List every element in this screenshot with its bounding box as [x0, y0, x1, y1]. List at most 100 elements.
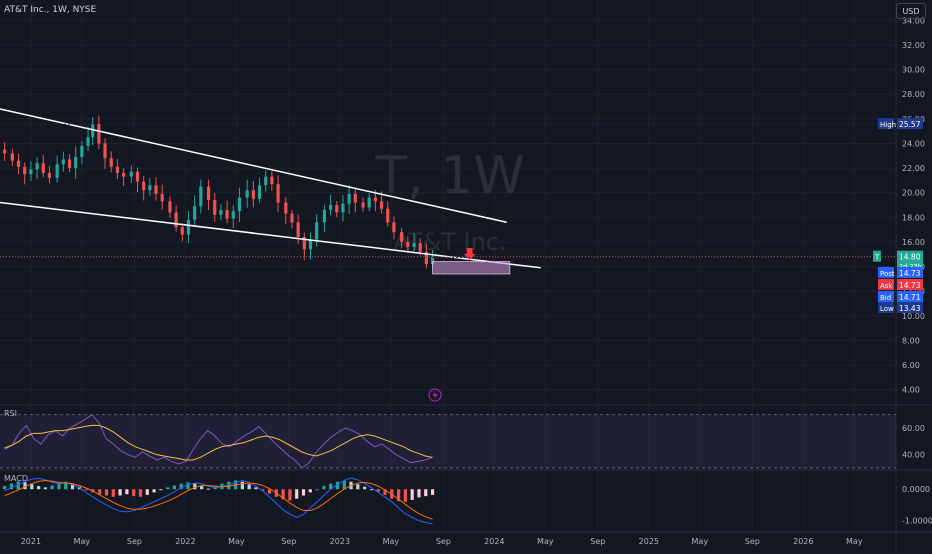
badge-value-bg — [897, 267, 923, 278]
candle-body — [29, 169, 33, 175]
macd-label: MACD — [4, 474, 28, 483]
candle-body — [353, 193, 357, 203]
macd-histogram-bar — [430, 489, 435, 495]
macd-histogram-bar — [383, 489, 387, 495]
price-tick-label: 16.00 — [902, 238, 925, 247]
symbol-title[interactable]: AT&T Inc., 1W, NYSE — [4, 5, 97, 15]
candle-body — [10, 153, 14, 161]
price-tick-label: 8.00 — [902, 336, 920, 345]
macd-histogram-bar — [152, 489, 156, 493]
badge-label-bg — [878, 267, 894, 278]
badge-label-bg — [878, 302, 894, 313]
price-tick-label: 32.00 — [902, 41, 925, 50]
candle-body — [135, 171, 140, 182]
candle-body — [424, 251, 428, 265]
macd-histogram-bar — [281, 489, 285, 500]
candle-body — [373, 197, 377, 202]
time-tick-label: 2021 — [21, 537, 41, 546]
candle-body — [168, 201, 172, 213]
macd-histogram-bar — [308, 489, 312, 493]
price-tick-label: 30.00 — [902, 66, 925, 75]
candle-body — [142, 181, 146, 191]
time-tick-label: Sep — [436, 537, 451, 546]
badge-value: 25.57 — [899, 120, 921, 129]
price-tick-label: 6.00 — [902, 361, 920, 370]
candle-body — [270, 176, 274, 185]
macd-histogram-bar — [363, 486, 367, 490]
candle-body — [199, 186, 203, 207]
badge-label-bg — [878, 291, 894, 302]
time-tick-label: Sep — [127, 537, 142, 546]
macd-histogram-bar — [111, 489, 115, 497]
macd-histogram-bar — [132, 489, 136, 497]
time-tick-label: May — [692, 537, 709, 546]
candle-body — [367, 197, 371, 208]
currency-button[interactable]: USD — [896, 3, 926, 19]
candle-body — [186, 219, 191, 235]
candle-body — [41, 163, 45, 173]
macd-histogram-bar — [179, 483, 183, 490]
macd-histogram-bar — [295, 489, 299, 499]
macd-histogram-bar — [376, 489, 380, 492]
candle-body — [193, 206, 197, 220]
time-tick-label: 2023 — [330, 537, 350, 546]
candle-body — [35, 163, 39, 170]
macd-histogram-bar — [193, 483, 197, 490]
macd-histogram-bar — [3, 486, 7, 490]
price-tick-label: 10.00 — [902, 312, 925, 321]
candle-body — [129, 171, 133, 177]
macd-histogram-bar — [396, 489, 401, 502]
candle-body — [386, 208, 390, 223]
candle-body — [284, 202, 288, 214]
time-tick-label: May — [537, 537, 554, 546]
candle-body — [361, 202, 365, 208]
macd-histogram-bar — [315, 489, 319, 491]
time-tick-label: May — [846, 537, 863, 546]
macd-histogram-bar — [261, 489, 265, 491]
macd-histogram-bar — [254, 487, 258, 490]
badge-label: T — [874, 254, 880, 262]
candle-body — [392, 222, 396, 233]
candle-body — [23, 166, 27, 175]
macd-histogram-bar — [64, 481, 68, 490]
macd-histogram-bar — [342, 480, 346, 490]
macd-histogram-bar — [356, 484, 360, 490]
badge-label: Bid — [880, 294, 891, 302]
candle-body — [86, 137, 90, 146]
macd-histogram-bar — [424, 489, 428, 497]
macd-histogram-bar — [159, 489, 163, 491]
macd-histogram-bar — [369, 489, 374, 491]
macd-histogram-bar — [403, 489, 407, 502]
watermark-name: AT&T Inc. — [393, 228, 506, 256]
badge-value: 14.71 — [899, 293, 921, 302]
badge-value: 13.43 — [899, 304, 921, 313]
macd-histogram-bar — [417, 489, 421, 498]
price-tick-label: 34.00 — [902, 16, 925, 25]
macd-histogram-bar — [98, 489, 102, 495]
badge-value-bg — [897, 279, 923, 290]
macd-histogram-bar — [227, 481, 231, 490]
candle-body — [174, 212, 178, 228]
macd-histogram-bar — [200, 486, 204, 490]
down-arrow-icon — [463, 247, 476, 260]
time-tick-label: May — [228, 537, 245, 546]
macd-histogram-bar — [30, 484, 34, 490]
macd-histogram-bar — [145, 489, 149, 495]
lightning-icon[interactable] — [428, 388, 442, 402]
candle-body — [213, 200, 217, 215]
time-tick-label: 2022 — [175, 537, 195, 546]
candle-body — [322, 209, 327, 223]
time-tick-label: 2026 — [793, 537, 813, 546]
macd-histogram-bar — [43, 487, 47, 490]
candle-body — [225, 209, 229, 219]
time-tick-label: Sep — [745, 537, 760, 546]
time-tick-label: 2025 — [639, 537, 659, 546]
macd-histogram-bar — [335, 481, 340, 490]
rsi-band — [0, 414, 896, 468]
price-tick-label: 22.00 — [902, 164, 925, 173]
badge-label-bg — [878, 118, 894, 130]
macd-histogram-bar — [118, 489, 122, 496]
price-tick-label: 24.00 — [902, 139, 925, 148]
